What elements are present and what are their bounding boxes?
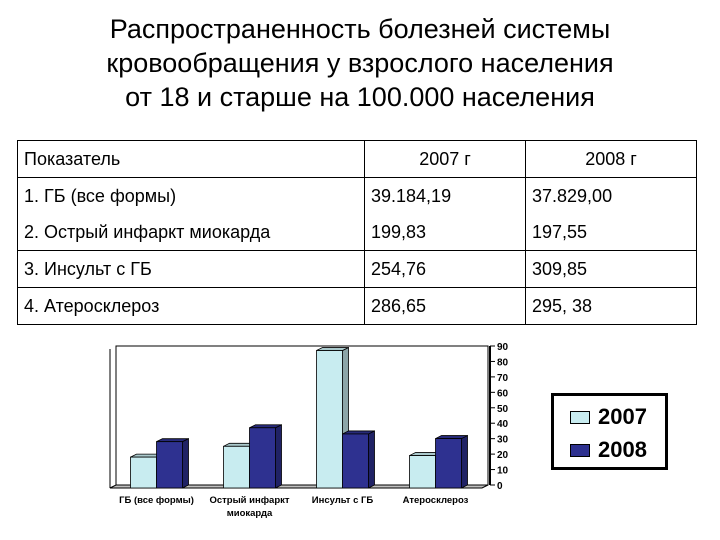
bar-2007 [316,350,343,489]
row-value-2008: 295, 38 [525,287,697,325]
header-indicator: Показатель [17,140,365,178]
x-tick-label: Инсульт с ГБ [312,495,374,506]
y-tick-label: 90 [497,342,509,353]
bar-side [461,434,468,489]
bar-2007 [130,456,157,489]
row-value-2008: 309,85 [525,250,697,288]
row-value-2007: 254,76 [364,250,526,288]
row-label: 3. Инсульт с ГБ [17,250,365,288]
y-tick-label: 20 [497,450,509,461]
slide-title: Распространенность болезней системы кров… [0,12,720,114]
x-tick-label: Атеросклероз [403,495,469,506]
bar-side [368,430,375,489]
legend-swatch-2008 [570,444,590,457]
bar-2008 [342,433,369,489]
title-line-1: Распространенность болезней системы [109,14,611,44]
y-tick-label: 80 [497,357,509,368]
chart-legend: 2007 2008 [551,393,668,470]
bar-2008 [249,427,276,489]
table-header-row: Показатель 2007 г 2008 г [17,140,697,178]
y-tick-label: 70 [497,373,509,384]
bar-top [342,430,375,435]
stats-table: Показатель 2007 г 2008 г 1. ГБ (все форм… [17,140,697,325]
y-tick-label: 0 [497,481,503,492]
bar-top [249,424,282,429]
x-tick-label: Острый инфаркт [209,495,289,506]
y-tick-label: 30 [497,435,509,446]
legend-swatch-2007 [570,411,590,424]
bar-2008 [435,438,462,489]
table-row: 4. Атеросклероз 286,65 295, 38 [17,287,697,325]
bar-2007 [409,455,436,489]
bar-2008 [156,441,183,489]
row-value-2007: 199,83 [364,214,526,251]
y-tick-label: 40 [497,419,509,430]
row-value-2007: 39.184,19 [364,177,526,214]
row-value-2008: 37.829,00 [525,177,697,214]
row-label: 2. Острый инфаркт миокарда [17,214,365,251]
bar-2007 [223,445,250,489]
y-tick-label: 60 [497,388,509,399]
legend-label-2008: 2008 [598,437,647,462]
x-tick-label: ГБ (все формы) [119,495,194,506]
y-tick-label: 10 [497,466,509,477]
row-value-2008: 197,55 [525,214,697,251]
bar-side [275,424,282,489]
bar-top [316,347,349,351]
title-line-3: от 18 и старше на 100.000 населения [125,82,595,112]
table-row: 1. ГБ (все формы) 39.184,19 37.829,00 [17,177,697,214]
row-label: 1. ГБ (все формы) [17,177,365,214]
x-tick-label: миокарда [227,508,273,519]
row-value-2007: 286,65 [364,287,526,325]
row-label: 4. Атеросклероз [17,287,365,325]
table-row: 3. Инсульт с ГБ 254,76 309,85 [17,250,697,288]
bar-top [156,438,189,443]
title-line-2: кровообращения у взрослого населения [106,48,614,78]
bar-side [182,438,189,489]
header-2007: 2007 г [364,140,526,178]
header-2008: 2008 г [525,140,697,178]
legend-label-2007: 2007 [598,404,647,429]
bar-top [435,435,468,439]
table-row: 2. Острый инфаркт миокарда 199,83 197,55 [17,214,697,251]
y-tick-label: 50 [497,404,509,415]
